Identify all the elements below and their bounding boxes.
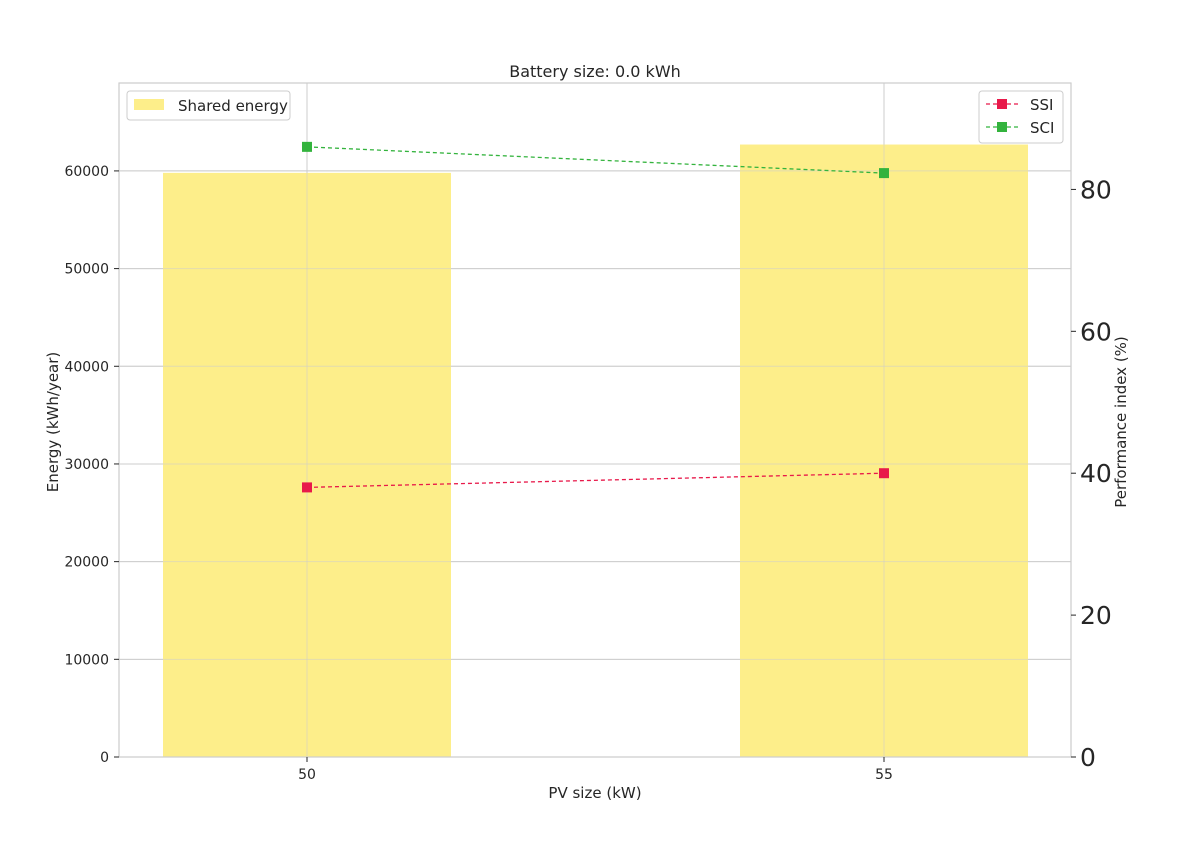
line-sci	[306, 146, 885, 174]
point-ssi-55	[879, 468, 889, 479]
legend-lines: SSI SCI	[978, 90, 1064, 144]
y-tick-label-4: 40000	[64, 359, 109, 375]
x-axis-ticks: 50 55	[298, 757, 893, 783]
legend-marker-sci	[997, 122, 1007, 132]
y-tick-label-0: 0	[100, 750, 109, 766]
legend-label-shared-energy: Shared energy	[178, 97, 288, 115]
legend-swatch-shared-energy	[134, 99, 164, 110]
y-tick-label-2: 20000	[64, 555, 109, 571]
y2-tick-label-2: 40	[1080, 459, 1112, 488]
y2-tick-label-1: 20	[1080, 601, 1112, 630]
legend-bars: Shared energy	[126, 90, 291, 121]
y2-tick-label-4: 80	[1080, 175, 1112, 204]
plot-frame	[118, 82, 1072, 758]
y-tick-label-5: 50000	[64, 262, 109, 278]
legend-label-ssi: SSI	[1030, 96, 1053, 114]
line-ssi	[306, 472, 885, 489]
chart-title: Battery size: 0.0 kWh	[509, 62, 681, 81]
y-tick-label-3: 30000	[64, 457, 109, 473]
y-tick-label-1: 10000	[64, 652, 109, 668]
y2-axis-ticks: 0 20 40 60 80	[1071, 175, 1112, 772]
bars	[119, 83, 1071, 758]
point-sci-55	[879, 168, 889, 179]
y2-axis-label: Performance index (%)	[1112, 336, 1130, 508]
lines	[302, 141, 889, 493]
y-tick-label-6: 60000	[64, 164, 109, 180]
legend-marker-ssi	[997, 99, 1007, 109]
legend-label-sci: SCI	[1030, 119, 1054, 137]
point-sci-50	[302, 141, 312, 152]
legend-bars-box	[126, 90, 291, 121]
x-axis-label: PV size (kW)	[548, 784, 641, 802]
y-axis-ticks: 0 10000 20000 30000 40000 50000 60000	[64, 164, 119, 766]
y2-tick-label-0: 0	[1080, 743, 1096, 772]
point-ssi-50	[302, 482, 312, 493]
y2-tick-label-3: 60	[1080, 317, 1112, 346]
x-tick-label-50: 50	[298, 767, 316, 783]
x-tick-label-55: 55	[875, 767, 893, 783]
y-axis-label: Energy (kWh/year)	[44, 352, 62, 493]
